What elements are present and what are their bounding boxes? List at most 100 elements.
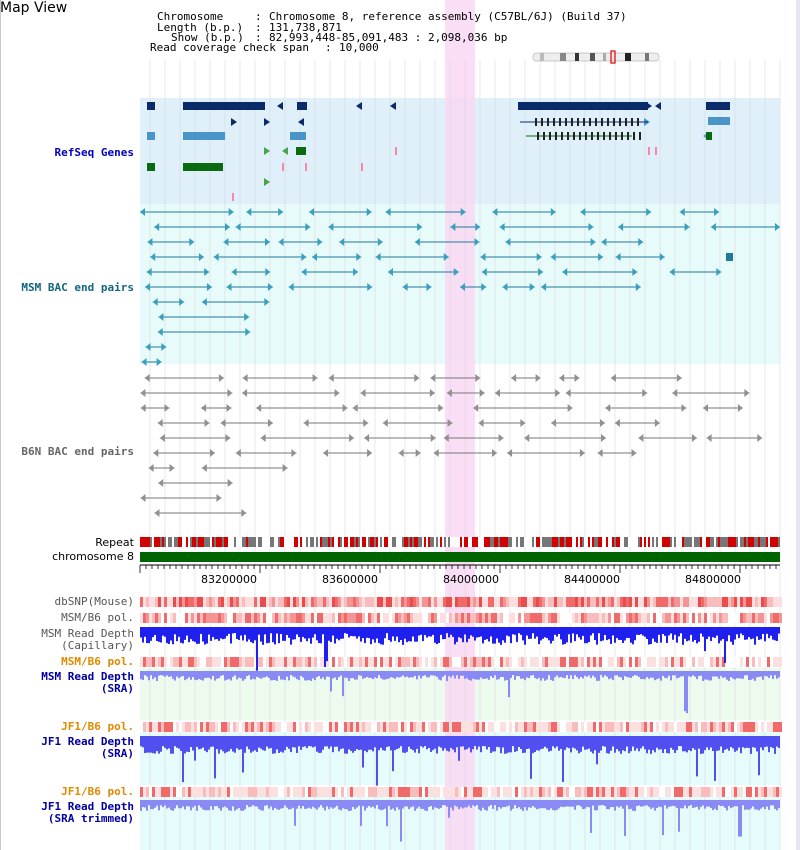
density-cell <box>341 787 344 797</box>
repeat-segment <box>544 537 546 547</box>
density-cell <box>272 613 275 623</box>
density-cell <box>494 657 497 667</box>
depth-bar <box>708 800 710 807</box>
depth-bar <box>560 627 562 640</box>
msm-read-depth-capillary-label[interactable]: MSM Read Depth <box>41 627 134 640</box>
bac-pair-end <box>438 404 444 412</box>
density-cell <box>512 787 515 797</box>
density-cell <box>416 597 419 607</box>
repeat-segment <box>458 537 460 547</box>
depth-bar <box>204 627 206 645</box>
density-cell <box>176 657 179 667</box>
depth-bar <box>266 671 268 677</box>
bac-pair-end <box>706 434 712 442</box>
repeat-segment <box>280 537 282 547</box>
repeat-segment <box>328 537 330 547</box>
repeat-segment <box>314 537 316 547</box>
depth-bar <box>466 800 468 808</box>
msm-b6-pol-label[interactable]: MSM/B6 pol. <box>61 611 134 624</box>
density-cell <box>203 613 206 623</box>
b6n-bac-end-pairs-label[interactable]: B6N BAC end pairs <box>21 445 134 458</box>
density-cell <box>671 597 674 607</box>
repeat-segment <box>456 537 458 547</box>
jf1-read-depth-sra-label[interactable]: JF1 Read Depth <box>41 735 134 748</box>
depth-bar <box>654 736 656 753</box>
density-cell <box>551 722 554 732</box>
depth-bar <box>204 800 206 811</box>
density-cell <box>710 613 713 623</box>
depth-bar <box>274 671 276 681</box>
depth-bar <box>338 671 340 678</box>
jf1-b6-pol-trimmed-label[interactable]: JF1/B6 pol. <box>61 785 134 798</box>
density-cell <box>320 657 323 667</box>
repeat-segment <box>656 537 658 547</box>
repeat-segment <box>192 537 194 547</box>
depth-bar <box>282 671 284 680</box>
density-cell <box>773 657 776 667</box>
jf1-read-depth-trimmed-label[interactable]: JF1 Read Depth <box>41 800 134 813</box>
density-cell <box>509 613 512 623</box>
bac-pair-end <box>157 328 163 336</box>
depth-bar <box>266 800 268 806</box>
depth-bar <box>722 627 724 640</box>
density-cell <box>320 613 323 623</box>
depth-bar <box>146 627 148 644</box>
gene-arrow <box>231 118 237 126</box>
depth-bar <box>372 671 374 680</box>
depth-bar <box>440 736 442 748</box>
density-cell <box>593 613 596 623</box>
depth-bar <box>278 800 280 810</box>
repeat-segment <box>298 537 300 547</box>
repeat-segment <box>696 537 698 547</box>
bac-pair-end <box>349 434 355 442</box>
msm-read-depth-sra-label[interactable]: MSM Read Depth <box>41 670 134 683</box>
density-cell <box>338 722 341 732</box>
density-cell <box>704 597 707 607</box>
depth-bar <box>312 671 314 679</box>
dbsnp-label[interactable]: dbSNP(Mouse) <box>54 595 134 608</box>
density-cell <box>422 787 425 797</box>
depth-bar <box>388 627 390 641</box>
density-cell <box>401 787 404 797</box>
repeat-segment <box>404 537 406 547</box>
depth-bar <box>716 671 718 677</box>
depth-bar <box>520 627 522 635</box>
refseq-genes-label[interactable]: RefSeq Genes <box>54 146 134 159</box>
depth-bar <box>332 627 334 636</box>
depth-bar <box>512 736 514 747</box>
density-cell <box>578 597 581 607</box>
repeat-segment <box>394 537 396 547</box>
density-cell <box>572 657 575 667</box>
depth-bar <box>202 800 204 810</box>
density-cell <box>155 722 158 732</box>
depth-bar <box>316 627 318 641</box>
depth-bar <box>420 800 422 809</box>
density-cell <box>449 657 452 667</box>
depth-bar <box>454 736 456 753</box>
msm-bac-end-pairs-label[interactable]: MSM BAC end pairs <box>21 281 134 294</box>
repeat-segment <box>700 537 702 547</box>
density-cell <box>356 787 359 797</box>
repeat-segment <box>572 537 574 547</box>
msm-read-depth-capillary-sub: (Capillary) <box>61 639 134 652</box>
depth-bar <box>694 800 696 808</box>
density-cell <box>581 597 584 607</box>
density-cell <box>422 613 425 623</box>
bac-pair-end <box>473 404 479 412</box>
depth-bar <box>734 671 736 680</box>
depth-bar <box>774 800 776 809</box>
depth-bar <box>596 736 598 765</box>
density-cell <box>644 787 647 797</box>
depth-bar <box>342 736 344 749</box>
depth-bar <box>306 627 308 642</box>
msm-b6-pol-sra-label[interactable]: MSM/B6 pol. <box>61 655 134 668</box>
repeat-segment <box>450 537 452 547</box>
depth-bar <box>528 627 530 639</box>
density-cell <box>761 787 764 797</box>
jf1-b6-pol-label[interactable]: JF1/B6 pol. <box>61 720 134 733</box>
gene-exon <box>595 118 597 126</box>
density-cell <box>176 597 179 607</box>
repeat-segment <box>478 537 480 547</box>
depth-bar <box>734 736 736 752</box>
